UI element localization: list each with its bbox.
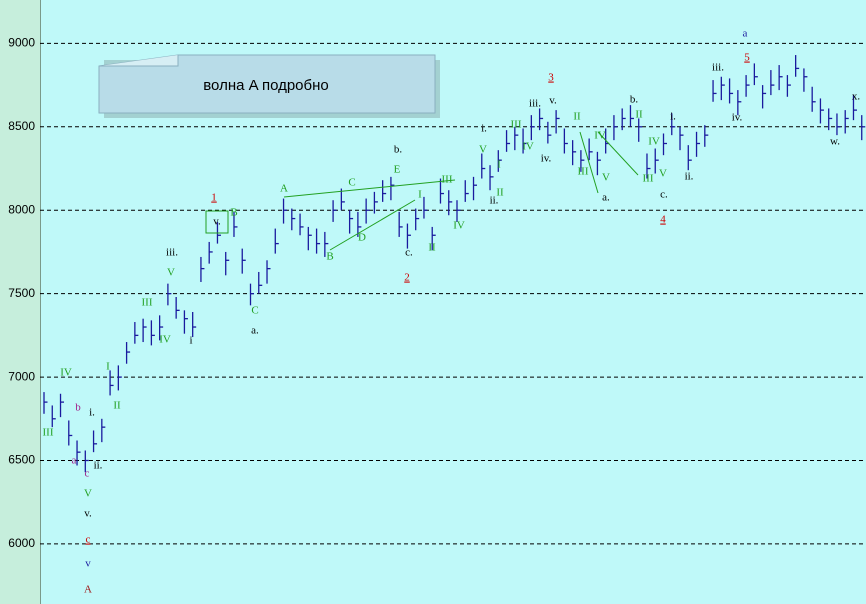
wave-label: IV [522,141,534,153]
grid [40,42,866,545]
y-tick-label: 8500 [8,119,35,133]
wave-label: c [85,468,90,480]
wave-label: a [72,455,77,467]
wave-label: IV [159,334,171,346]
wave-label: V [479,144,487,156]
wave-label: IV [453,220,465,232]
wave-label: ii. [94,460,103,472]
wave-label: II [573,111,581,123]
wave-label: i [189,335,192,347]
callout-text: волна A подробно [203,77,329,94]
wave-label: v. [549,95,557,107]
axis-panel [0,0,40,604]
wave-label: B [230,207,237,219]
wave-label: III [142,297,153,309]
wave-label: b [75,402,81,414]
wave-label: i. [481,123,487,135]
wave-label: 5 [744,52,750,64]
y-tick-label: 8000 [8,202,35,216]
wave-label: c [86,534,91,546]
y-tick-label: 6500 [8,453,35,467]
callout-fold [99,55,179,67]
annotations: i. ii. iii. i a. b. c. ii. i. iii. v. iv. b. a. c. i. ii… [43,28,861,596]
wave-label: III [578,166,589,178]
wave-label: C [251,305,258,317]
wave-label: iv. [541,153,552,165]
wave-label: III [43,427,54,439]
marker-box [205,210,229,234]
wave-label: x. [852,91,861,103]
wave-label: D [358,232,366,244]
wave-label: 4 [660,214,666,226]
callout-box [98,54,436,114]
wave-lines [283,131,639,251]
wave-line [283,179,456,198]
wave-label: v. [213,216,221,228]
wave-label: I [106,361,110,373]
wave-label: V [602,172,610,184]
wave-label: b. [394,144,403,156]
wave-label: II [428,242,436,254]
wave-label: II [113,400,121,412]
wave-label: ii. [490,195,499,207]
wave-label: A [84,584,92,596]
wave-label: IV [60,367,72,379]
wave-label: a [743,28,748,40]
y-tick-label: 7500 [8,286,35,300]
wave-label: II [635,109,643,121]
y-tick-label: 9000 [8,36,35,50]
wave-label: iv. [732,112,743,124]
wave-label: 2 [404,272,410,284]
wave-label: iii. [529,98,541,110]
wave-label: a. [602,192,610,204]
wave-label: III [511,119,522,131]
wave-label: i. [89,407,95,419]
wave-label: iii. [166,247,178,259]
wave-label: w. [830,136,840,148]
wave-label: I [497,159,501,171]
wave-label: 1 [211,192,217,204]
y-tick-label: 7000 [8,369,35,383]
wave-label: IV [648,136,660,148]
wave-label: i. [670,111,676,123]
wave-label: v. [84,508,92,520]
wave-label: ii. [685,171,694,183]
wave-label: I [418,189,422,201]
wave-label: E [394,164,401,176]
wave-label: a. [251,325,259,337]
wave-label: B [326,251,333,263]
wave-label: II [496,187,504,199]
wave-label: IV [594,130,606,142]
callout: волна A подробно [98,54,440,118]
wave-line [579,131,599,194]
wave-label: C [348,177,355,189]
wave-label: A [280,183,288,195]
wave-label: v [85,558,91,570]
wave-label: III [442,174,453,186]
wave-label: V [167,267,175,279]
wave-line [597,131,639,176]
wave-label: V [659,168,667,180]
wave-label: iii. [712,62,724,74]
wave-label: 3 [548,72,554,84]
wave-line [329,199,416,251]
wave-label: c. [660,189,668,201]
wave-label: III [643,173,654,185]
y-tick-label: 6000 [8,536,35,550]
wave-label: b. [630,94,639,106]
wave-label: c. [405,247,413,259]
bars [43,55,866,473]
wave-label: V [84,488,92,500]
